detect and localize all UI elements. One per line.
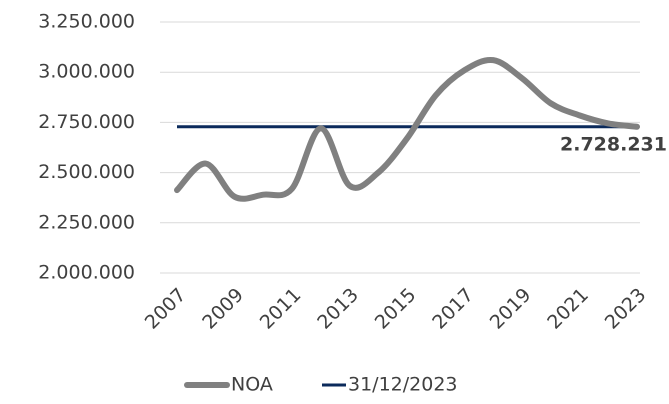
x-tick-label: 2009 [198, 284, 248, 334]
value-label: 2.728.231 [560, 133, 667, 155]
x-tick-label: 2017 [428, 284, 478, 334]
x-tick-label: 2007 [141, 284, 191, 334]
y-tick-label: 2.000.000 [38, 262, 135, 284]
y-tick-label: 2.250.000 [38, 211, 135, 233]
y-tick-label: 3.250.000 [38, 11, 135, 33]
x-tick-label: 2013 [313, 284, 363, 334]
x-tick-label: 2015 [371, 284, 421, 334]
legend-label: 31/12/2023 [348, 374, 458, 396]
legend-label: NOA [231, 374, 273, 396]
y-tick-label: 2.500.000 [38, 161, 135, 183]
x-tick-label: 2021 [543, 284, 593, 334]
y-tick-label: 2.750.000 [38, 111, 135, 133]
x-tick-label: 2023 [601, 284, 651, 334]
x-tick-label: 2019 [486, 284, 536, 334]
y-tick-label: 3.000.000 [38, 61, 135, 83]
x-tick-label: 2011 [256, 284, 306, 334]
series-line [174, 56, 640, 202]
